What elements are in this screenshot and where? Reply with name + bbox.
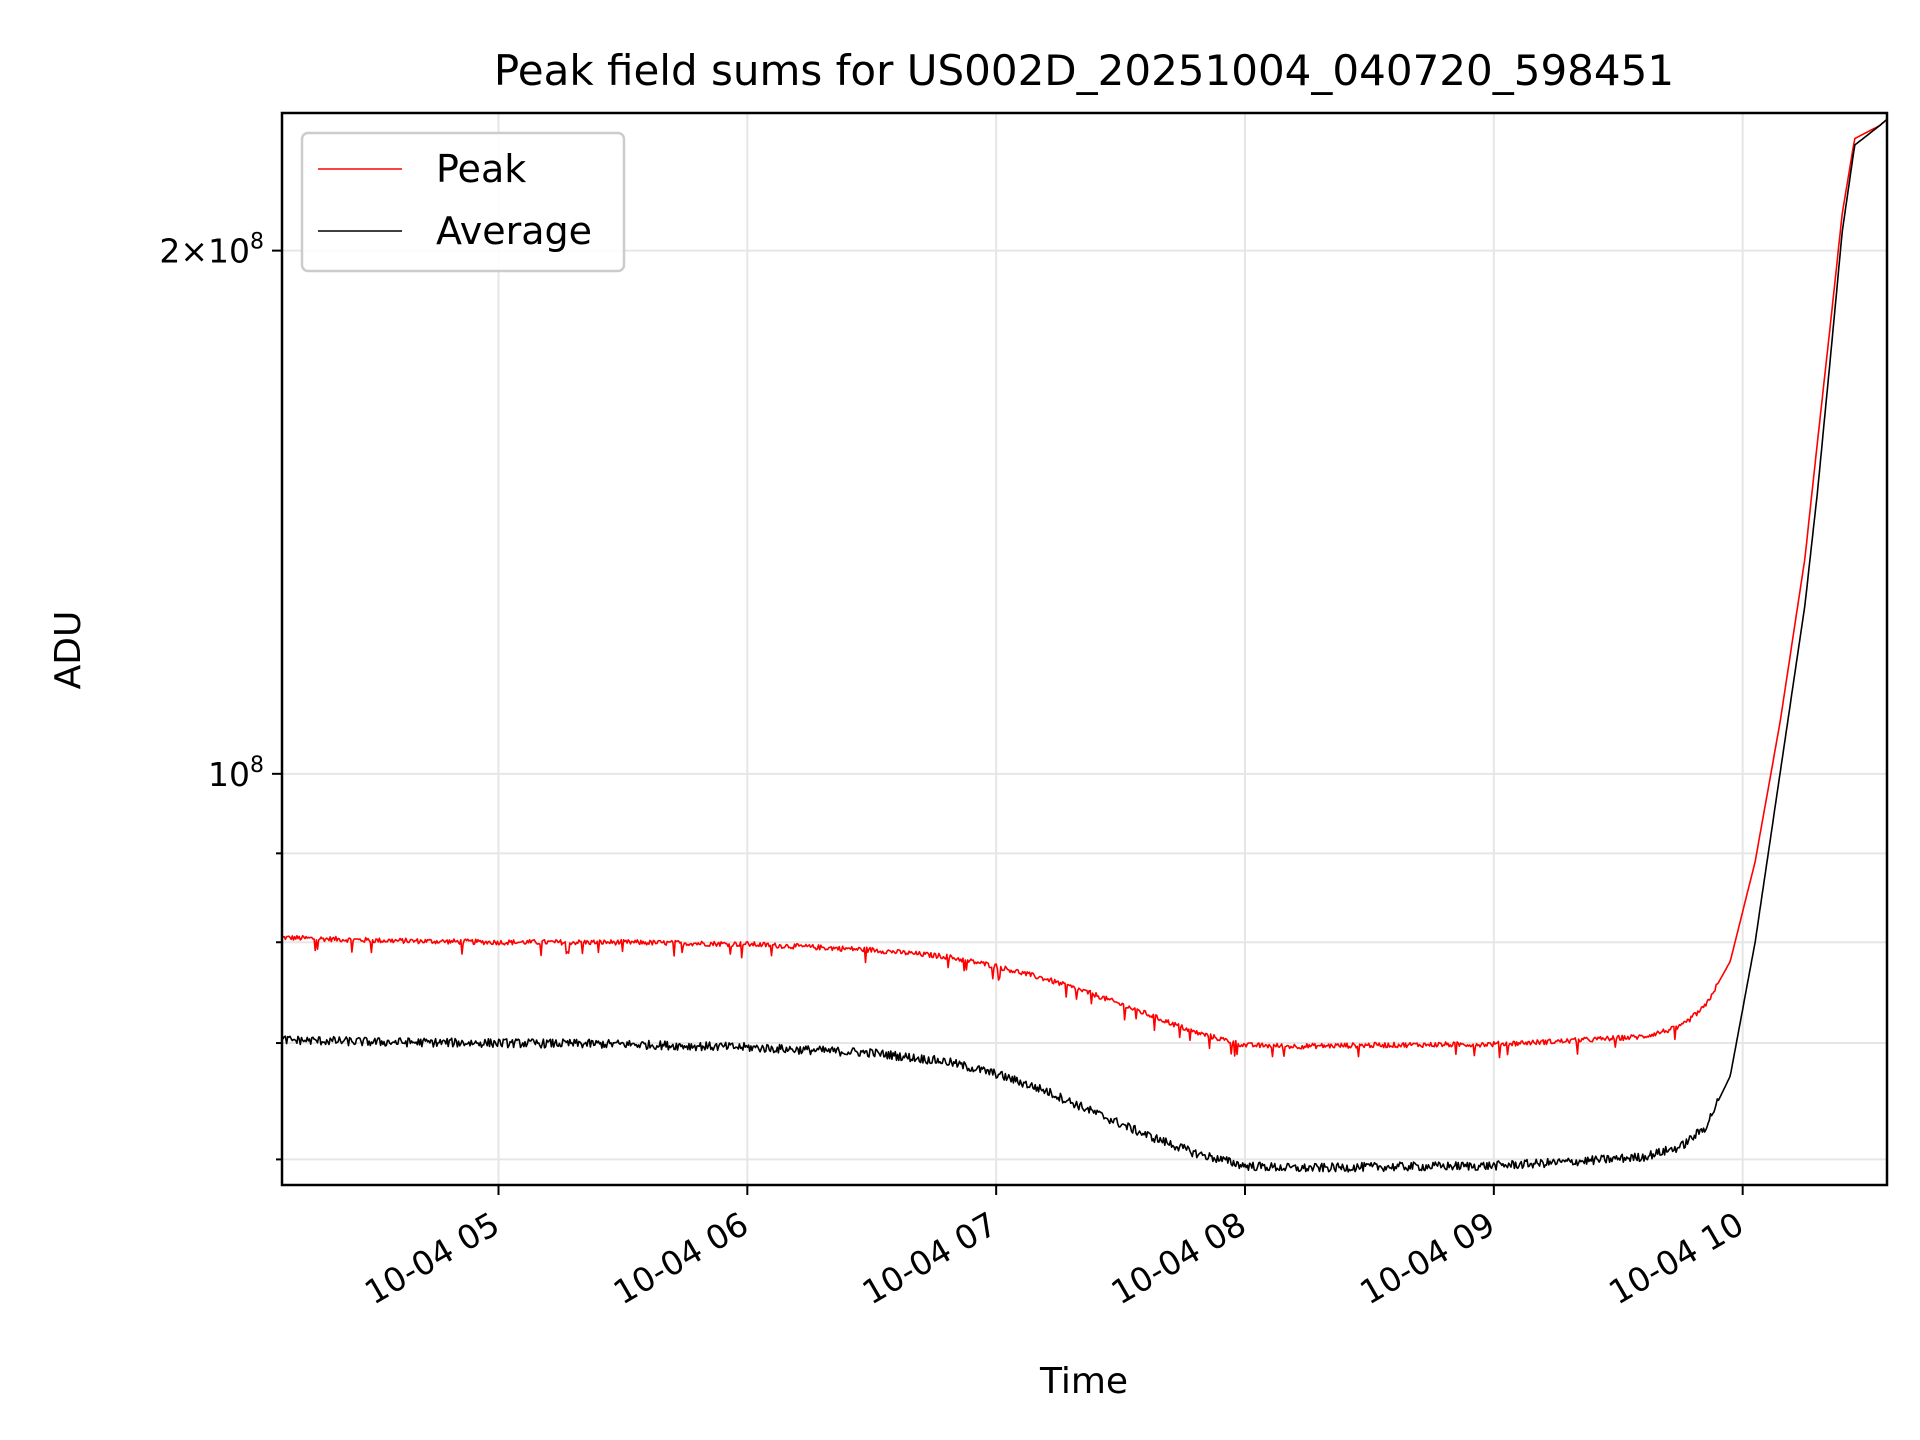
- x-tick-label: 10-04 08: [1104, 1204, 1252, 1312]
- y-tick-label: 2×108: [159, 230, 264, 271]
- series-line-average: [281, 118, 1888, 1173]
- x-tick-label: 10-04 10: [1602, 1204, 1750, 1312]
- chart-title: Peak field sums for US002D_20251004_0407…: [494, 46, 1674, 95]
- y-axis-label: ADU: [48, 611, 89, 690]
- legend-box: [300, 131, 626, 273]
- legend: Peak Average: [300, 131, 626, 273]
- x-tick-label: 10-04 06: [607, 1204, 755, 1312]
- legend-label-peak: Peak: [436, 147, 526, 191]
- x-tick-label: 10-04 07: [856, 1204, 1004, 1312]
- plot-series: [281, 118, 1888, 1173]
- series-line-peak: [281, 118, 1888, 1059]
- axis-ticks: 10-04 05 10-04 06 10-04 07 10-04 08 10-04 09…: [159, 230, 1750, 1312]
- plot-frame: [280, 111, 1889, 1187]
- x-axis-label: Time: [1039, 1361, 1128, 1402]
- x-tick-label: 10-04 09: [1353, 1204, 1501, 1312]
- legend-label-average: Average: [436, 209, 592, 253]
- y-tick-label: 108: [208, 753, 264, 794]
- grid-lines: [282, 113, 1887, 1185]
- x-tick-label: 10-04 05: [358, 1204, 506, 1312]
